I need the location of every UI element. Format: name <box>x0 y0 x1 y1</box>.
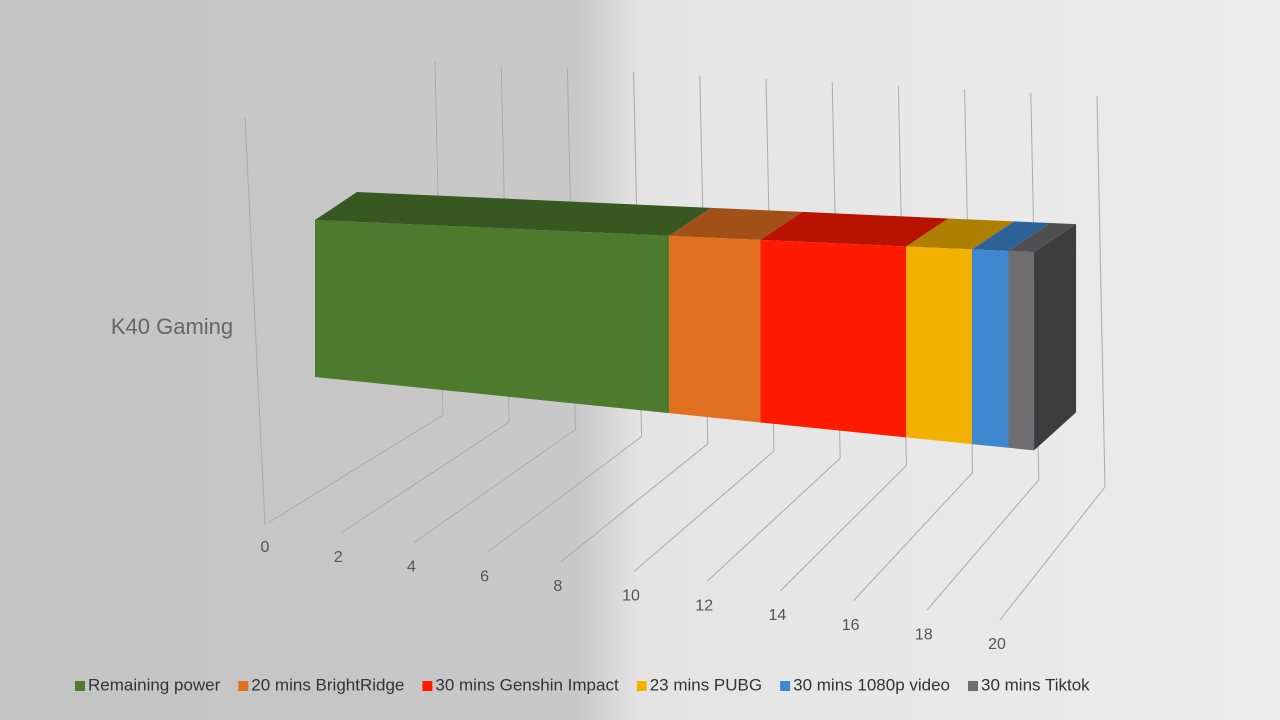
legend-swatch <box>422 681 433 691</box>
legend-swatch <box>968 681 979 691</box>
grid-line <box>999 486 1106 621</box>
legend-swatch <box>75 681 85 691</box>
bar-side <box>1034 224 1077 451</box>
grid-line <box>487 436 642 553</box>
bar-top <box>1008 223 1077 253</box>
legend-label: 30 mins Genshin Impact <box>435 675 619 694</box>
x-tick-label: 14 <box>769 607 787 624</box>
grid-line <box>1096 95 1106 488</box>
x-tick-label: 20 <box>988 636 1006 653</box>
legend-label: 23 mins PUBG <box>650 675 762 694</box>
bar-top <box>906 218 1014 250</box>
grid-line <box>926 479 1040 611</box>
legend-label: 30 mins 1080p video <box>793 675 950 694</box>
grid-line <box>267 414 444 524</box>
grid-line <box>706 457 841 582</box>
grid-line <box>853 472 973 601</box>
x-tick-label: 8 <box>553 578 562 595</box>
axis-line <box>244 117 266 526</box>
x-tick-label: 18 <box>915 627 933 644</box>
legend-label: Remaining power <box>88 675 221 694</box>
grid-line <box>414 428 576 543</box>
legend-swatch <box>238 681 249 691</box>
bar-top <box>972 221 1051 252</box>
x-tick-label: 2 <box>334 549 343 566</box>
bar-segment <box>1008 251 1035 451</box>
legend-label: 20 mins BrightRidge <box>251 675 404 694</box>
bar-segment <box>315 220 670 414</box>
category-label: K40 Gaming <box>111 314 233 339</box>
grid-line <box>560 443 709 563</box>
grid-line <box>780 465 907 592</box>
bar-top <box>760 211 949 247</box>
x-tick-label: 12 <box>695 597 713 614</box>
grid-line <box>340 421 510 534</box>
legend-swatch <box>780 681 791 691</box>
bar-segment <box>760 239 907 438</box>
x-tick-label: 6 <box>480 568 489 585</box>
x-tick-label: 4 <box>407 559 416 576</box>
bar-segment <box>972 249 1009 448</box>
bar-segment <box>669 235 761 423</box>
bar-top <box>315 192 712 236</box>
x-tick-label: 0 <box>261 539 270 556</box>
bar-top <box>669 207 803 240</box>
x-tick-label: 16 <box>842 617 860 634</box>
x-tick-label: 10 <box>622 588 640 605</box>
legend-label: 30 mins Tiktok <box>981 675 1090 694</box>
legend-swatch <box>636 681 647 691</box>
grid-line <box>633 450 775 572</box>
bar-segment <box>906 246 972 445</box>
